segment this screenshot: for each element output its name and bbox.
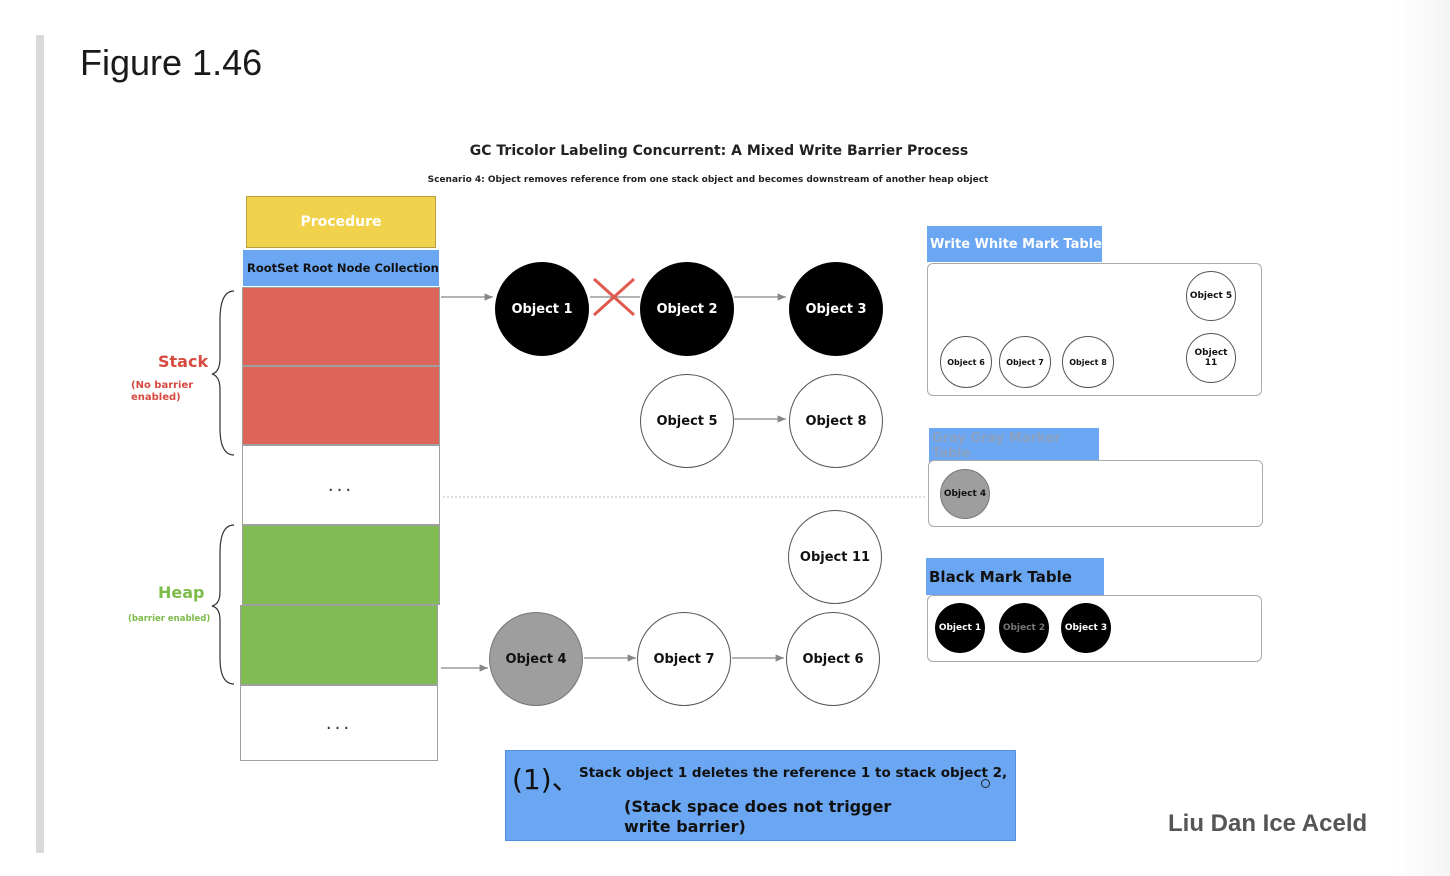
object-3-node: Object 3 bbox=[789, 262, 883, 356]
white-table-object-11: Object 11 bbox=[1186, 333, 1236, 383]
object-11-node: Object 11 bbox=[788, 510, 882, 604]
black-table-header: Black Mark Table bbox=[926, 558, 1104, 595]
step-remark: (Stack space does not trigger write barr… bbox=[624, 797, 892, 836]
white-table-object-7: Object 7 bbox=[999, 336, 1051, 388]
object-1-node: Object 1 bbox=[495, 262, 589, 356]
stack-label: Stack bbox=[158, 352, 209, 371]
black-table-object-1: Object 1 bbox=[935, 603, 985, 653]
figure-title: Figure 1.46 bbox=[80, 42, 263, 83]
diagram-title: GC Tricolor Labeling Concurrent: A Mixed… bbox=[469, 143, 969, 159]
stack-slot-2 bbox=[242, 366, 440, 445]
stack-brace bbox=[211, 290, 235, 456]
diagram-subtitle: Scenario 4: Object removes reference fro… bbox=[427, 175, 989, 185]
step-period-mark bbox=[981, 779, 990, 788]
black-table-object-2: Object 2 bbox=[999, 603, 1049, 653]
heap-brace bbox=[211, 524, 235, 685]
stack-ellipsis: ... bbox=[242, 445, 440, 525]
heap-note: (barrier enabled) bbox=[128, 614, 211, 624]
procedure-block: Procedure bbox=[246, 196, 436, 248]
heap-slot-1 bbox=[242, 525, 440, 605]
gray-table-header: Gray Gray Marker Table bbox=[929, 428, 1099, 464]
step-number: (1)、 bbox=[512, 763, 580, 796]
step-note-box bbox=[505, 750, 1016, 841]
page-edge-shade bbox=[1395, 0, 1450, 876]
step-description: Stack object 1 deletes the reference 1 t… bbox=[579, 765, 1008, 781]
object-7-node: Object 7 bbox=[637, 612, 731, 706]
object-6-node: Object 6 bbox=[786, 612, 880, 706]
white-table-object-6: Object 6 bbox=[940, 336, 992, 388]
delete-cross-b bbox=[592, 277, 636, 317]
white-table-object-5: Object 5 bbox=[1186, 271, 1236, 321]
object-8-node: Object 8 bbox=[789, 374, 883, 468]
white-table-object-8: Object 8 bbox=[1062, 336, 1114, 388]
heap-slot-2 bbox=[240, 605, 438, 685]
heap-ellipsis: ... bbox=[240, 685, 438, 761]
gray-table-object-4: Object 4 bbox=[940, 469, 990, 519]
author-watermark: Liu Dan Ice Aceld bbox=[1168, 810, 1368, 837]
object-2-node: Object 2 bbox=[640, 262, 734, 356]
rootset-header: RootSet Root Node Collection bbox=[243, 250, 439, 286]
black-table-object-3: Object 3 bbox=[1061, 603, 1111, 653]
white-table-header: Write White Mark Table bbox=[927, 226, 1102, 262]
object-4-node: Object 4 bbox=[489, 612, 583, 706]
object-5-node: Object 5 bbox=[640, 374, 734, 468]
heap-label: Heap bbox=[158, 583, 205, 602]
quote-bar bbox=[36, 35, 44, 853]
stack-note: (No barrier enabled) bbox=[131, 380, 194, 403]
stack-slot-1 bbox=[242, 287, 440, 366]
